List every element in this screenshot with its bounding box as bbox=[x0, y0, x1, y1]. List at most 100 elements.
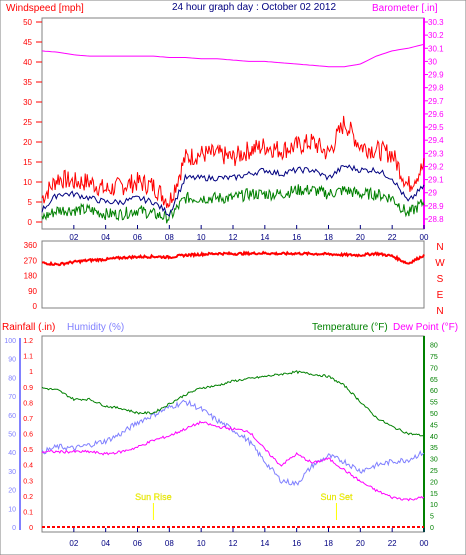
temperature-tick: 50 bbox=[430, 411, 438, 418]
weather-x-tick: 18 bbox=[324, 539, 333, 548]
wind-x-tick: 04 bbox=[101, 233, 110, 242]
direction-tick: 0 bbox=[33, 302, 38, 311]
barometer-line bbox=[41, 43, 425, 68]
humidity-tick: 70 bbox=[8, 394, 16, 401]
rainfall-tick-labels: 0 0.1 0.2 0.3 0.4 0.5 0.6 0.7 0.8 0.9 1 1.1 1.2 bbox=[23, 338, 33, 532]
weather-x-tick-labels: 02 04 06 08 10 12 14 16 18 20 22 00 bbox=[69, 528, 429, 548]
barometer-tick: 29.5 bbox=[428, 123, 444, 132]
weather-x-tick: 02 bbox=[69, 539, 78, 548]
barometer-tick: 29.2 bbox=[428, 162, 444, 171]
barometer-tick: 30 bbox=[428, 57, 437, 66]
barometer-tick: 28.9 bbox=[428, 202, 444, 211]
weather-x-tick: 10 bbox=[197, 539, 206, 548]
barometer-tick: 29.8 bbox=[428, 84, 444, 93]
rainfall-tick: 0.3 bbox=[23, 478, 33, 485]
windspeed-tick: 40 bbox=[23, 58, 32, 67]
wind-x-tick: 20 bbox=[356, 233, 365, 242]
wind-x-tick: 06 bbox=[133, 233, 142, 242]
direction-tick: 180 bbox=[24, 272, 38, 281]
windspeed-tick: 0 bbox=[28, 218, 33, 227]
weather-x-tick: 16 bbox=[292, 539, 301, 548]
barometer-tick: 29.3 bbox=[428, 149, 444, 158]
barometer-tick: 30.2 bbox=[428, 31, 444, 40]
windspeed-gust-line bbox=[41, 115, 425, 209]
wind-x-tick-labels: 02 04 06 08 10 12 14 16 18 20 22 00 bbox=[69, 225, 429, 242]
windspeed-tick: 20 bbox=[23, 138, 32, 147]
temperature-tick: 35 bbox=[430, 445, 438, 452]
chart-title: 24 hour graph day : October 02 2012 bbox=[172, 2, 336, 13]
rainfall-tick: 0.5 bbox=[23, 447, 33, 454]
barometer-tick: 29.4 bbox=[428, 136, 444, 145]
windspeed-tick: 45 bbox=[23, 38, 32, 47]
barometer-tick: 29.9 bbox=[428, 71, 444, 80]
windspeed-low-line bbox=[41, 184, 425, 224]
wind-x-tick: 10 bbox=[197, 233, 206, 242]
windspeed-tick: 25 bbox=[23, 118, 32, 127]
temperature-tick: 5 bbox=[430, 514, 434, 521]
weather-x-tick: 20 bbox=[356, 539, 365, 548]
barometer-tick-labels: 28.8 28.9 29 29.1 29.2 29.3 29.4 29.5 29.6 29.7 29… bbox=[423, 18, 444, 229]
dewpoint-axis-label: Dew Point (°F) bbox=[393, 322, 458, 333]
direction-tick: 360 bbox=[24, 241, 38, 250]
rainfall-tick: 0.8 bbox=[23, 400, 33, 407]
windspeed-tick: 50 bbox=[23, 18, 32, 27]
barometer-tick: 28.8 bbox=[428, 215, 444, 224]
rainfall-tick: 1.2 bbox=[23, 338, 33, 345]
wind-x-tick: 00 bbox=[420, 233, 429, 242]
windspeed-tick: 5 bbox=[28, 198, 33, 207]
humidity-tick: 60 bbox=[8, 413, 16, 420]
rainfall-tick: 1 bbox=[29, 369, 33, 376]
humidity-tick: 0 bbox=[12, 525, 16, 532]
barometer-axis-label: Barometer [.in] bbox=[372, 3, 438, 14]
rainfall-tick: 0.9 bbox=[23, 385, 33, 392]
weather-x-tick: 12 bbox=[229, 539, 238, 548]
windspeed-tick: 35 bbox=[23, 78, 32, 87]
wind-axis-label: Windspeed [mph] bbox=[6, 3, 84, 14]
wind-x-tick: 18 bbox=[324, 233, 333, 242]
rainfall-tick: 0 bbox=[29, 525, 33, 532]
humidity-tick: 40 bbox=[8, 450, 16, 457]
direction-tick: 270 bbox=[24, 256, 38, 265]
direction-panel-frame bbox=[41, 240, 425, 309]
rainfall-tick: 0.4 bbox=[23, 463, 33, 470]
weather-series-group bbox=[41, 370, 425, 528]
windspeed-tick: 15 bbox=[23, 158, 32, 167]
compass-letter: N bbox=[436, 242, 443, 253]
windspeed-tick: 10 bbox=[23, 178, 32, 187]
humidity-tick-labels: 0 10 20 30 40 50 60 70 80 90 100 bbox=[4, 338, 21, 532]
temperature-tick: 40 bbox=[430, 434, 438, 441]
compass-letter: W bbox=[435, 258, 445, 269]
temperature-tick: 0 bbox=[430, 525, 434, 532]
compass-letter: E bbox=[437, 290, 444, 301]
humidity-axis-label: Humidity (%) bbox=[67, 322, 124, 333]
wind-x-tick: 02 bbox=[69, 233, 78, 242]
weather-x-tick: 00 bbox=[420, 539, 429, 548]
weather-x-tick: 14 bbox=[260, 539, 269, 548]
humidity-line bbox=[41, 399, 425, 487]
wind-direction-line bbox=[41, 250, 425, 267]
temperature-tick: 60 bbox=[430, 388, 438, 395]
temperature-tick: 70 bbox=[430, 365, 438, 372]
windspeed-average-line bbox=[41, 164, 425, 218]
rainfall-tick: 0.1 bbox=[23, 509, 33, 516]
humidity-tick: 20 bbox=[8, 488, 16, 495]
temperature-tick: 25 bbox=[430, 468, 438, 475]
compass-letter: N bbox=[436, 306, 443, 317]
temperature-tick-labels: 0 5 10 15 20 25 30 35 40 45 50 55 60 65 70 75 80 bbox=[423, 336, 438, 532]
sunrise-label: Sun Rise bbox=[135, 492, 172, 502]
windspeed-tick-labels: 0 5 10 15 20 25 30 35 40 45 50 bbox=[23, 18, 42, 227]
temperature-tick: 15 bbox=[430, 491, 438, 498]
weather-x-tick: 04 bbox=[101, 539, 110, 548]
direction-series-group bbox=[41, 250, 425, 267]
rainfall-tick: 0.6 bbox=[23, 432, 33, 439]
barometer-tick: 29.7 bbox=[428, 97, 444, 106]
wind-x-tick: 22 bbox=[388, 233, 397, 242]
sunset-label: Sun Set bbox=[320, 492, 353, 502]
barometer-tick: 30.1 bbox=[428, 44, 444, 53]
barometer-tick: 30.3 bbox=[428, 18, 444, 27]
direction-tick-labels: 0 90 180 270 360 bbox=[24, 241, 38, 311]
weather-x-tick: 06 bbox=[133, 539, 142, 548]
dewpoint-line bbox=[41, 420, 425, 502]
